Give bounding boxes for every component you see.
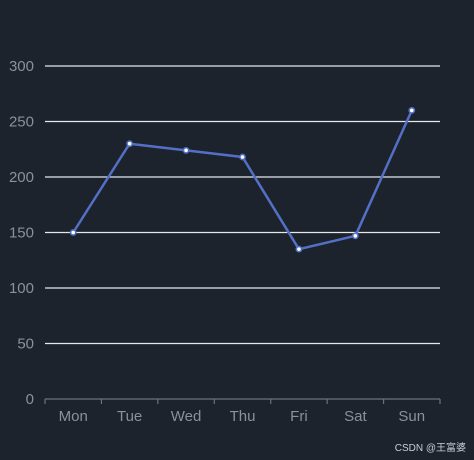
- y-tick-label-50: 50: [17, 336, 34, 353]
- y-tick-label-0: 0: [26, 391, 34, 408]
- data-point-sat: [351, 232, 359, 240]
- y-tick-label-150: 150: [9, 225, 34, 242]
- x-tick-label-wed: Wed: [171, 408, 202, 425]
- data-point-thu: [239, 153, 246, 161]
- data-point-mon: [69, 229, 77, 236]
- series-line: [71, 109, 414, 251]
- x-tick-label-thu: Thu: [230, 408, 256, 425]
- grid-lines: [45, 65, 440, 345]
- data-point-fri: [295, 245, 303, 253]
- x-tick-label-mon: Mon: [59, 408, 88, 425]
- data-point-wed: [182, 146, 190, 154]
- data-point-sun: [408, 107, 416, 114]
- x-tick-label-tue: Tue: [117, 408, 142, 425]
- watermark: CSDN @王富婆: [394, 443, 466, 454]
- series-points: [69, 107, 416, 253]
- data-point-tue: [126, 140, 134, 148]
- y-tick-label-100: 100: [9, 280, 34, 297]
- y-axis-ticks: 0 50 100 150 200 250 300: [9, 58, 34, 408]
- x-tick-label-sun: Sun: [398, 408, 425, 425]
- y-tick-label-200: 200: [9, 169, 34, 186]
- x-axis: Mon Tue Wed Thu Fri Sat Sun: [44, 398, 441, 425]
- x-tick-label-fri: Fri: [290, 408, 308, 425]
- y-tick-label-250: 250: [9, 114, 34, 131]
- x-tick-label-sat: Sat: [344, 408, 367, 425]
- y-tick-label-300: 300: [9, 58, 34, 75]
- series-line-0: [71, 109, 414, 251]
